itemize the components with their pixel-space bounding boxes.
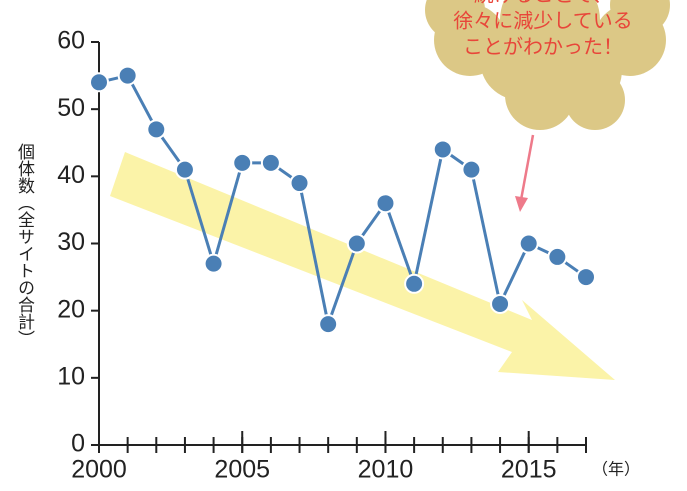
x-tick-label: 2010 bbox=[358, 456, 414, 484]
data-point bbox=[375, 193, 396, 214]
x-tick-label: 2000 bbox=[71, 456, 127, 484]
data-point bbox=[289, 173, 310, 194]
data-point bbox=[346, 233, 367, 254]
y-tick-label: 40 bbox=[57, 161, 85, 189]
x-unit: （年） bbox=[592, 460, 640, 479]
data-point bbox=[518, 233, 539, 254]
y-tick-label: 10 bbox=[57, 362, 85, 390]
data-point bbox=[404, 273, 425, 294]
y-tick-label: 20 bbox=[57, 295, 85, 323]
y-tick-label: 30 bbox=[57, 228, 85, 256]
x-tick-label: 2015 bbox=[501, 456, 557, 484]
x-tick-label: 2005 bbox=[214, 456, 270, 484]
y-axis-label: 個体数（全サイトの合計） bbox=[14, 143, 35, 347]
data-point bbox=[576, 267, 596, 288]
data-point bbox=[547, 246, 568, 267]
y-tick-label: 0 bbox=[71, 430, 85, 458]
trend-arrow bbox=[110, 152, 615, 380]
y-tick-label: 60 bbox=[57, 27, 85, 55]
data-point bbox=[318, 314, 339, 335]
data-point bbox=[146, 119, 167, 140]
data-point bbox=[89, 72, 109, 93]
data-point bbox=[232, 152, 253, 173]
y-tick-label: 50 bbox=[57, 94, 85, 122]
cloud bbox=[425, 0, 670, 130]
data-point bbox=[260, 152, 281, 173]
data-point bbox=[117, 65, 138, 86]
data-point bbox=[432, 139, 453, 160]
annotation-line: 続けることで、 bbox=[474, 0, 613, 7]
data-point bbox=[174, 159, 195, 180]
pointer-head bbox=[515, 196, 528, 212]
data-point bbox=[490, 293, 511, 314]
annotation-line: ことがわかった！ bbox=[463, 35, 623, 59]
annotation-line: 徐々に減少している bbox=[453, 9, 632, 33]
pointer-arrow bbox=[519, 134, 535, 201]
data-point bbox=[203, 253, 224, 274]
data-point bbox=[461, 159, 482, 180]
